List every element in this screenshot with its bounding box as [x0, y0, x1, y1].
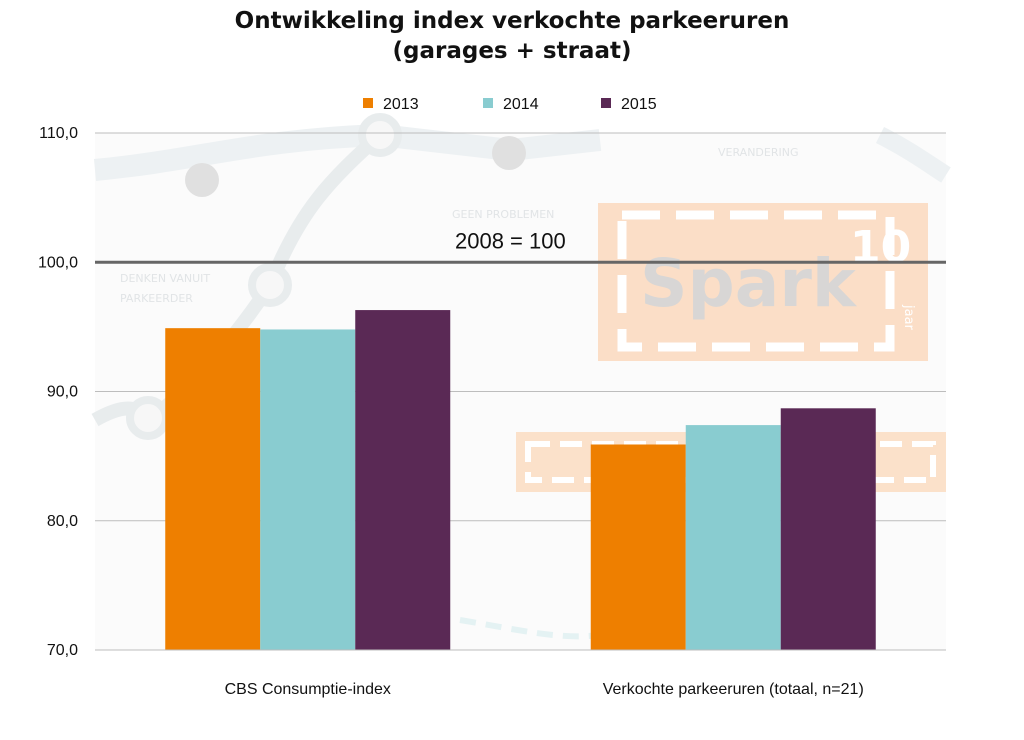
- watermark-text-4: VERANDERING: [718, 146, 799, 159]
- watermark-text-1: GEEN PROBLEMEN: [452, 208, 554, 221]
- chart-title-line-1: Ontwikkeling index verkochte parkeeruren: [234, 8, 790, 34]
- x-axis: CBS Consumptie-index Verkochte parkeerure…: [95, 649, 946, 698]
- bar-2013: [165, 328, 261, 650]
- x-tick-label: Verkochte parkeeruren (totaal, n=21): [603, 681, 864, 698]
- x-tick-label: CBS Consumptie-index: [225, 681, 391, 698]
- y-tick-label: 80,0: [47, 513, 78, 530]
- legend-swatch-2015: [601, 98, 611, 108]
- legend-swatch-2014: [483, 98, 493, 108]
- legend-label-2013: 2013: [383, 96, 419, 113]
- y-tick-label: 70,0: [47, 642, 78, 659]
- bar-2014: [260, 329, 356, 650]
- legend-label-2015: 2015: [621, 96, 657, 113]
- bar-2014: [685, 425, 781, 650]
- spark-logo-watermark: Spark 10 jaar: [598, 203, 928, 361]
- bar-2015: [780, 408, 876, 650]
- y-tick-label: 110,0: [39, 125, 78, 142]
- logo-text: Spark: [640, 245, 858, 322]
- y-tick-label: 90,0: [47, 384, 78, 401]
- bar-2013: [590, 444, 686, 650]
- bars: [165, 310, 876, 650]
- chart-title: Ontwikkeling index verkochte parkeeruren…: [0, 6, 1024, 66]
- watermark-text-2: DENKEN VANUIT: [120, 272, 210, 285]
- legend: 2013 2014 2015: [363, 96, 657, 113]
- reference-line-group: 2008 = 100: [95, 228, 946, 264]
- reference-line-label: 2008 = 100: [455, 228, 566, 253]
- legend-label-2014: 2014: [503, 96, 539, 113]
- chart-title-line-2: (garages + straat): [392, 38, 632, 64]
- y-axis: 70,0 80,0 90,0 100,0 110,0: [38, 125, 78, 659]
- legend-swatch-2013: [363, 98, 373, 108]
- bar-2015: [355, 310, 451, 650]
- watermark-text-3: PARKEERDER: [120, 292, 193, 305]
- y-tick-label: 100,0: [38, 254, 78, 271]
- logo-number: 10: [850, 222, 911, 273]
- logo-sub: jaar: [901, 304, 916, 331]
